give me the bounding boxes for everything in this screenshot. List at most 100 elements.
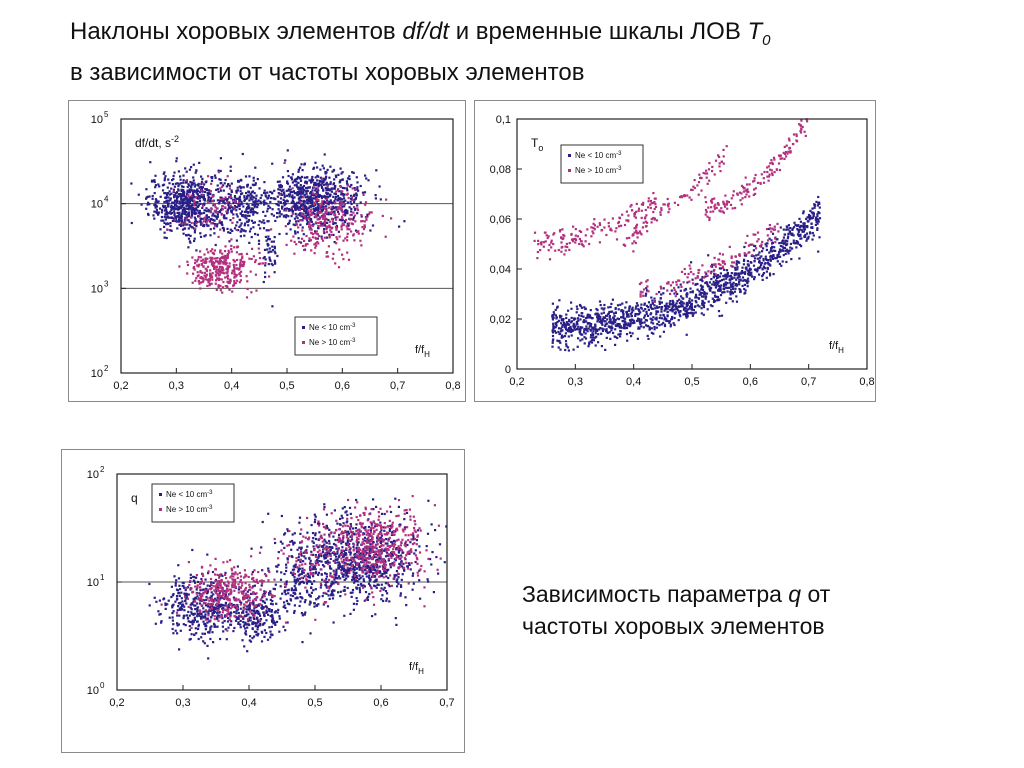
scatter-point [637, 317, 640, 320]
scatter-point [179, 207, 183, 210]
scatter-point [323, 231, 326, 235]
scatter-point [333, 210, 336, 213]
scatter-point [731, 261, 734, 264]
scatter-point [567, 349, 570, 352]
scatter-point [588, 325, 591, 328]
scatter-point [355, 176, 358, 179]
scatter-point [643, 316, 646, 319]
scatter-point [326, 168, 329, 171]
scatter-point [195, 190, 198, 193]
scatter-point [387, 576, 390, 580]
scatter-point [753, 276, 756, 279]
scatter-point [664, 318, 667, 321]
scatter-point [581, 326, 584, 329]
scatter-point [660, 207, 663, 210]
scatter-point [812, 214, 815, 217]
scatter-point [266, 197, 269, 200]
scatter-point [629, 320, 632, 323]
scatter-point [174, 199, 177, 202]
scatter-point [187, 193, 190, 196]
scatter-point [308, 214, 311, 217]
scatter-point [652, 192, 655, 195]
scatter-point [640, 303, 643, 306]
scatter-point [180, 201, 183, 204]
scatter-point [255, 610, 258, 613]
scatter-point [316, 233, 319, 236]
scatter-point [204, 613, 207, 616]
scatter-point [211, 248, 214, 251]
scatter-point [206, 617, 209, 620]
scatter-point [739, 199, 742, 202]
scatter-point [585, 325, 588, 328]
scatter-point [205, 223, 208, 226]
scatter-point [208, 282, 211, 285]
scatter-point [195, 249, 198, 252]
scatter-point [680, 303, 683, 306]
scatter-point [302, 188, 305, 191]
scatter-point [563, 322, 566, 325]
scatter-point [811, 207, 814, 210]
scatter-point [769, 274, 772, 277]
scatter-point [606, 318, 609, 321]
scatter-point [178, 607, 181, 610]
scatter-point [243, 623, 246, 626]
scatter-point [690, 308, 693, 311]
scatter-point [767, 165, 770, 168]
scatter-point [186, 190, 189, 193]
scatter-point [326, 200, 329, 203]
scatter-point [771, 257, 774, 260]
scatter-point [574, 328, 577, 331]
scatter-point [336, 561, 339, 564]
scatter-point [307, 207, 310, 210]
scatter-point [298, 240, 301, 243]
scatter-point [759, 245, 762, 248]
scatter-point [240, 186, 243, 189]
scatter-point [614, 324, 617, 327]
scatter-point [339, 203, 342, 206]
scatter-point [330, 188, 333, 191]
scatter-point [211, 614, 214, 617]
scatter-point [152, 179, 155, 183]
scatter-point [748, 195, 751, 198]
scatter-point [173, 196, 176, 199]
scatter-point [625, 326, 629, 330]
scatter-point [745, 266, 748, 269]
scatter-point [354, 188, 357, 191]
scatter-point [269, 636, 272, 639]
scatter-point [283, 604, 286, 607]
scatter-point [756, 240, 759, 243]
scatter-point [729, 274, 732, 277]
scatter-point [626, 324, 630, 327]
scatter-point [553, 330, 556, 333]
scatter-point [213, 219, 216, 222]
scatter-point [637, 207, 641, 210]
scatter-point [194, 627, 197, 630]
scatter-point [216, 614, 219, 617]
scatter-point [735, 272, 738, 275]
scatter-point [621, 213, 624, 216]
scatter-point [245, 275, 248, 278]
scatter-point [642, 288, 646, 291]
scatter-point [406, 543, 409, 547]
scatter-point [680, 295, 683, 298]
scatter-point [536, 257, 539, 260]
scatter-point [224, 206, 227, 209]
scatter-point [594, 332, 597, 335]
scatter-point [289, 188, 292, 191]
scatter-point [778, 168, 782, 172]
page-title: Наклоны хоровых элементов df/dt и времен… [70, 16, 771, 89]
scatter-point [336, 216, 339, 219]
scatter-point [216, 615, 219, 619]
scatter-point [254, 260, 257, 264]
scatter-point [361, 191, 365, 194]
scatter-point [562, 234, 565, 237]
scatter-point [298, 206, 301, 209]
scatter-point [168, 616, 171, 619]
scatter-point [645, 304, 649, 307]
scatter-point [328, 176, 331, 179]
scatter-point [339, 198, 342, 201]
scatter-point [785, 144, 788, 147]
scatter-point [310, 228, 313, 231]
scatter-point [229, 195, 232, 198]
